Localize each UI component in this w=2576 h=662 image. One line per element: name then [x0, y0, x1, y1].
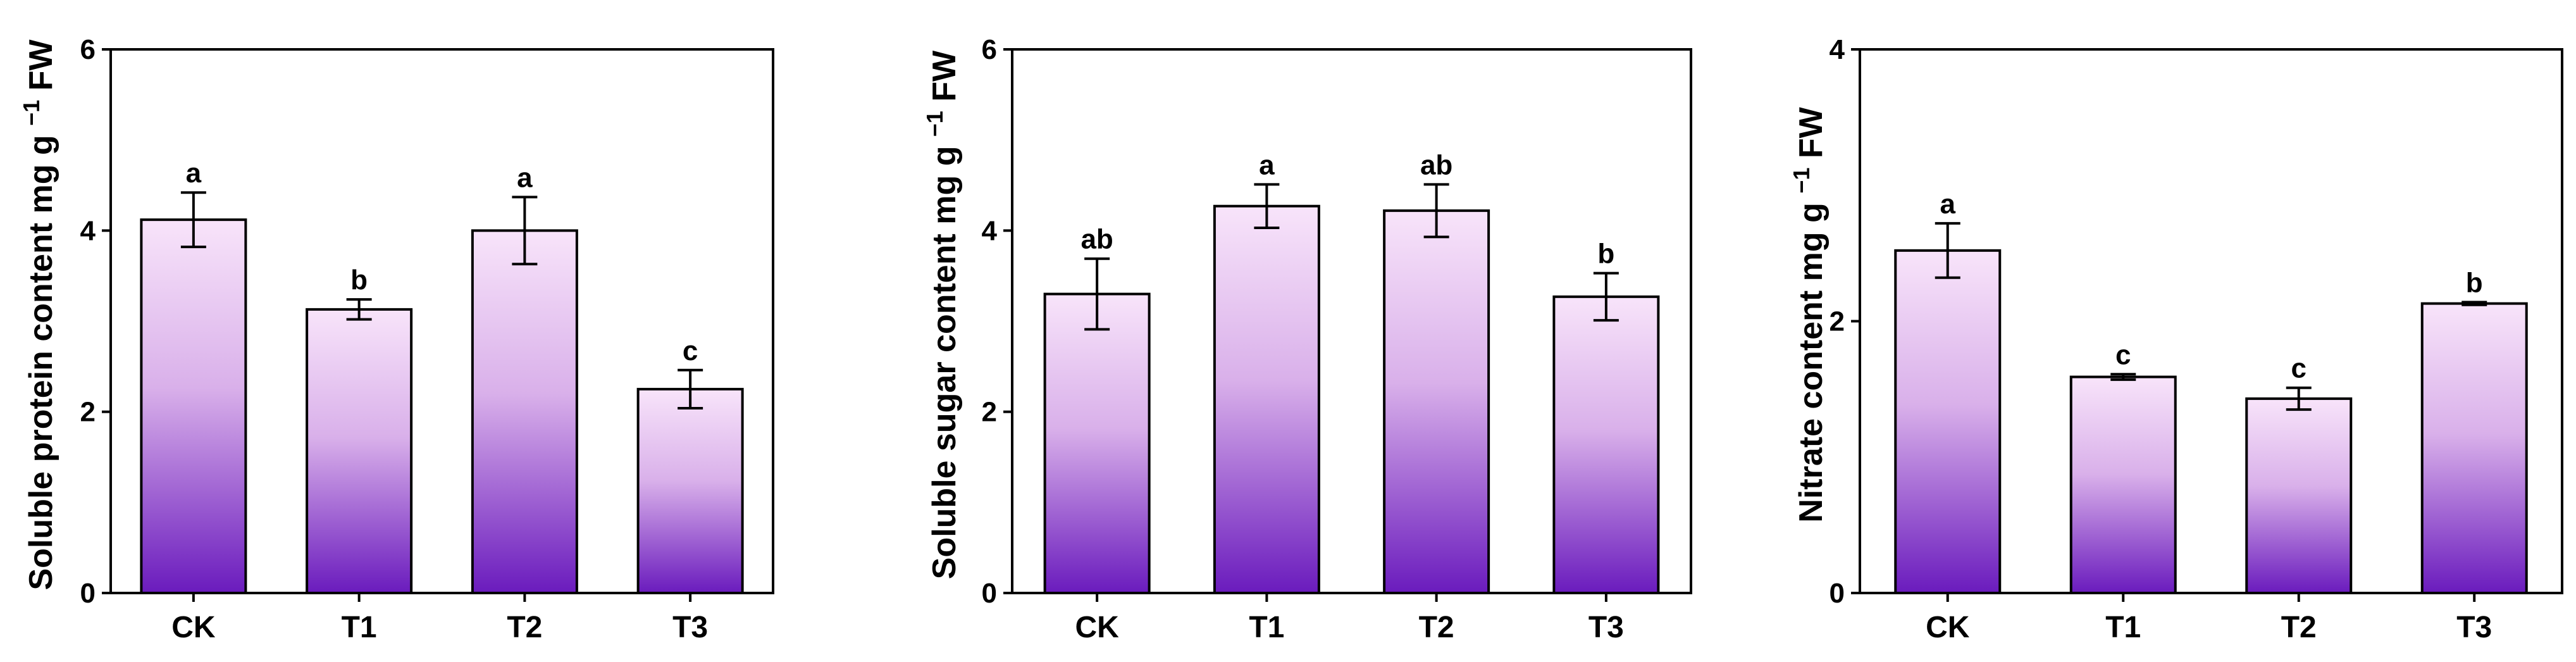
bar-t3 — [2420, 302, 2528, 594]
y-axis-label-unit: FW — [23, 39, 59, 100]
significance-letter: b — [2466, 267, 2483, 298]
x-tick-label: T3 — [672, 611, 708, 644]
y-tick-label: 0 — [80, 578, 96, 609]
bar-t2 — [1383, 209, 1490, 594]
x-tick-label: T2 — [507, 611, 542, 644]
y-tick-label: 6 — [982, 34, 997, 65]
bar-t1 — [306, 308, 413, 594]
bar-ck — [1894, 249, 2002, 594]
chart-panel-1: a CK b T1 a T2 c T3 0 2 4 6 Soluble protein content … — [18, 34, 774, 644]
bar-t3 — [1552, 295, 1660, 594]
x-tick-label: T3 — [1588, 611, 1624, 644]
y-axis-label-unit: FW — [926, 50, 963, 111]
significance-letter: c — [2291, 353, 2307, 384]
y-tick-label: 4 — [1830, 34, 1845, 65]
y-axis-label: Soluble sugar content mg g −1 FW — [922, 50, 963, 579]
significance-letter: b — [350, 265, 368, 296]
x-tick-label: T1 — [342, 611, 377, 644]
chart-panel-2: ab CK a T1 ab T2 b T3 0 2 4 6 Soluble sugar content … — [922, 34, 1692, 644]
significance-letter: a — [1940, 189, 1956, 220]
y-tick-label: 2 — [80, 397, 96, 428]
significance-letter: ab — [1420, 149, 1452, 180]
plot-frame — [1859, 48, 2563, 594]
bar-ck — [1043, 292, 1151, 594]
y-axis-label-main: Nitrate content mg g — [1793, 194, 1830, 523]
y-tick-label: 4 — [982, 215, 998, 246]
significance-letter: c — [2115, 339, 2131, 370]
y-tick-label: 2 — [982, 397, 997, 428]
bar-t2 — [471, 229, 578, 595]
x-tick-label: T2 — [2281, 611, 2317, 644]
plot-frame — [109, 48, 774, 594]
x-tick-label: CK — [1926, 611, 1970, 644]
significance-letter: ab — [1081, 224, 1113, 255]
bar-ck — [140, 218, 247, 594]
y-tick-label: 0 — [982, 578, 997, 609]
bar-t1 — [2069, 375, 2177, 594]
x-tick-label: CK — [1075, 611, 1119, 644]
plot-frame — [1011, 48, 1692, 594]
significance-letter: b — [1597, 239, 1614, 270]
x-tick-label: T2 — [1419, 611, 1454, 644]
y-axis-label-superscript: −1 — [1788, 168, 1814, 194]
x-tick-label: T1 — [1249, 611, 1284, 644]
chart-panel-3: a CK c T1 c T2 b T3 0 2 4 Nitrate content mg g −1 F… — [1788, 34, 2563, 644]
significance-letter: c — [683, 335, 698, 366]
y-tick-label: 0 — [1830, 578, 1845, 609]
significance-letter: a — [1259, 149, 1275, 180]
y-axis-label-superscript: −1 — [922, 111, 948, 137]
y-axis-label-unit: FW — [1793, 106, 1830, 167]
x-tick-label: T1 — [2105, 611, 2141, 644]
y-tick-label: 2 — [1830, 306, 1845, 337]
y-axis-label-superscript: −1 — [18, 100, 44, 126]
y-axis-label-main: Soluble protein content mg g — [23, 126, 59, 590]
significance-letter: a — [517, 162, 533, 193]
y-axis-label-main: Soluble sugar content mg g — [926, 137, 963, 579]
bar-t3 — [636, 387, 744, 594]
y-axis-label: Soluble protein content mg g −1 FW — [18, 39, 59, 590]
y-tick-label: 4 — [80, 215, 96, 246]
bar-t2 — [2245, 397, 2353, 594]
y-tick-label: 6 — [80, 34, 96, 65]
x-tick-label: CK — [171, 611, 216, 644]
bar-t1 — [1213, 204, 1320, 594]
x-tick-label: T3 — [2456, 611, 2492, 644]
significance-letter: a — [186, 158, 202, 189]
y-axis-label: Nitrate content mg g −1 FW — [1788, 106, 1830, 522]
